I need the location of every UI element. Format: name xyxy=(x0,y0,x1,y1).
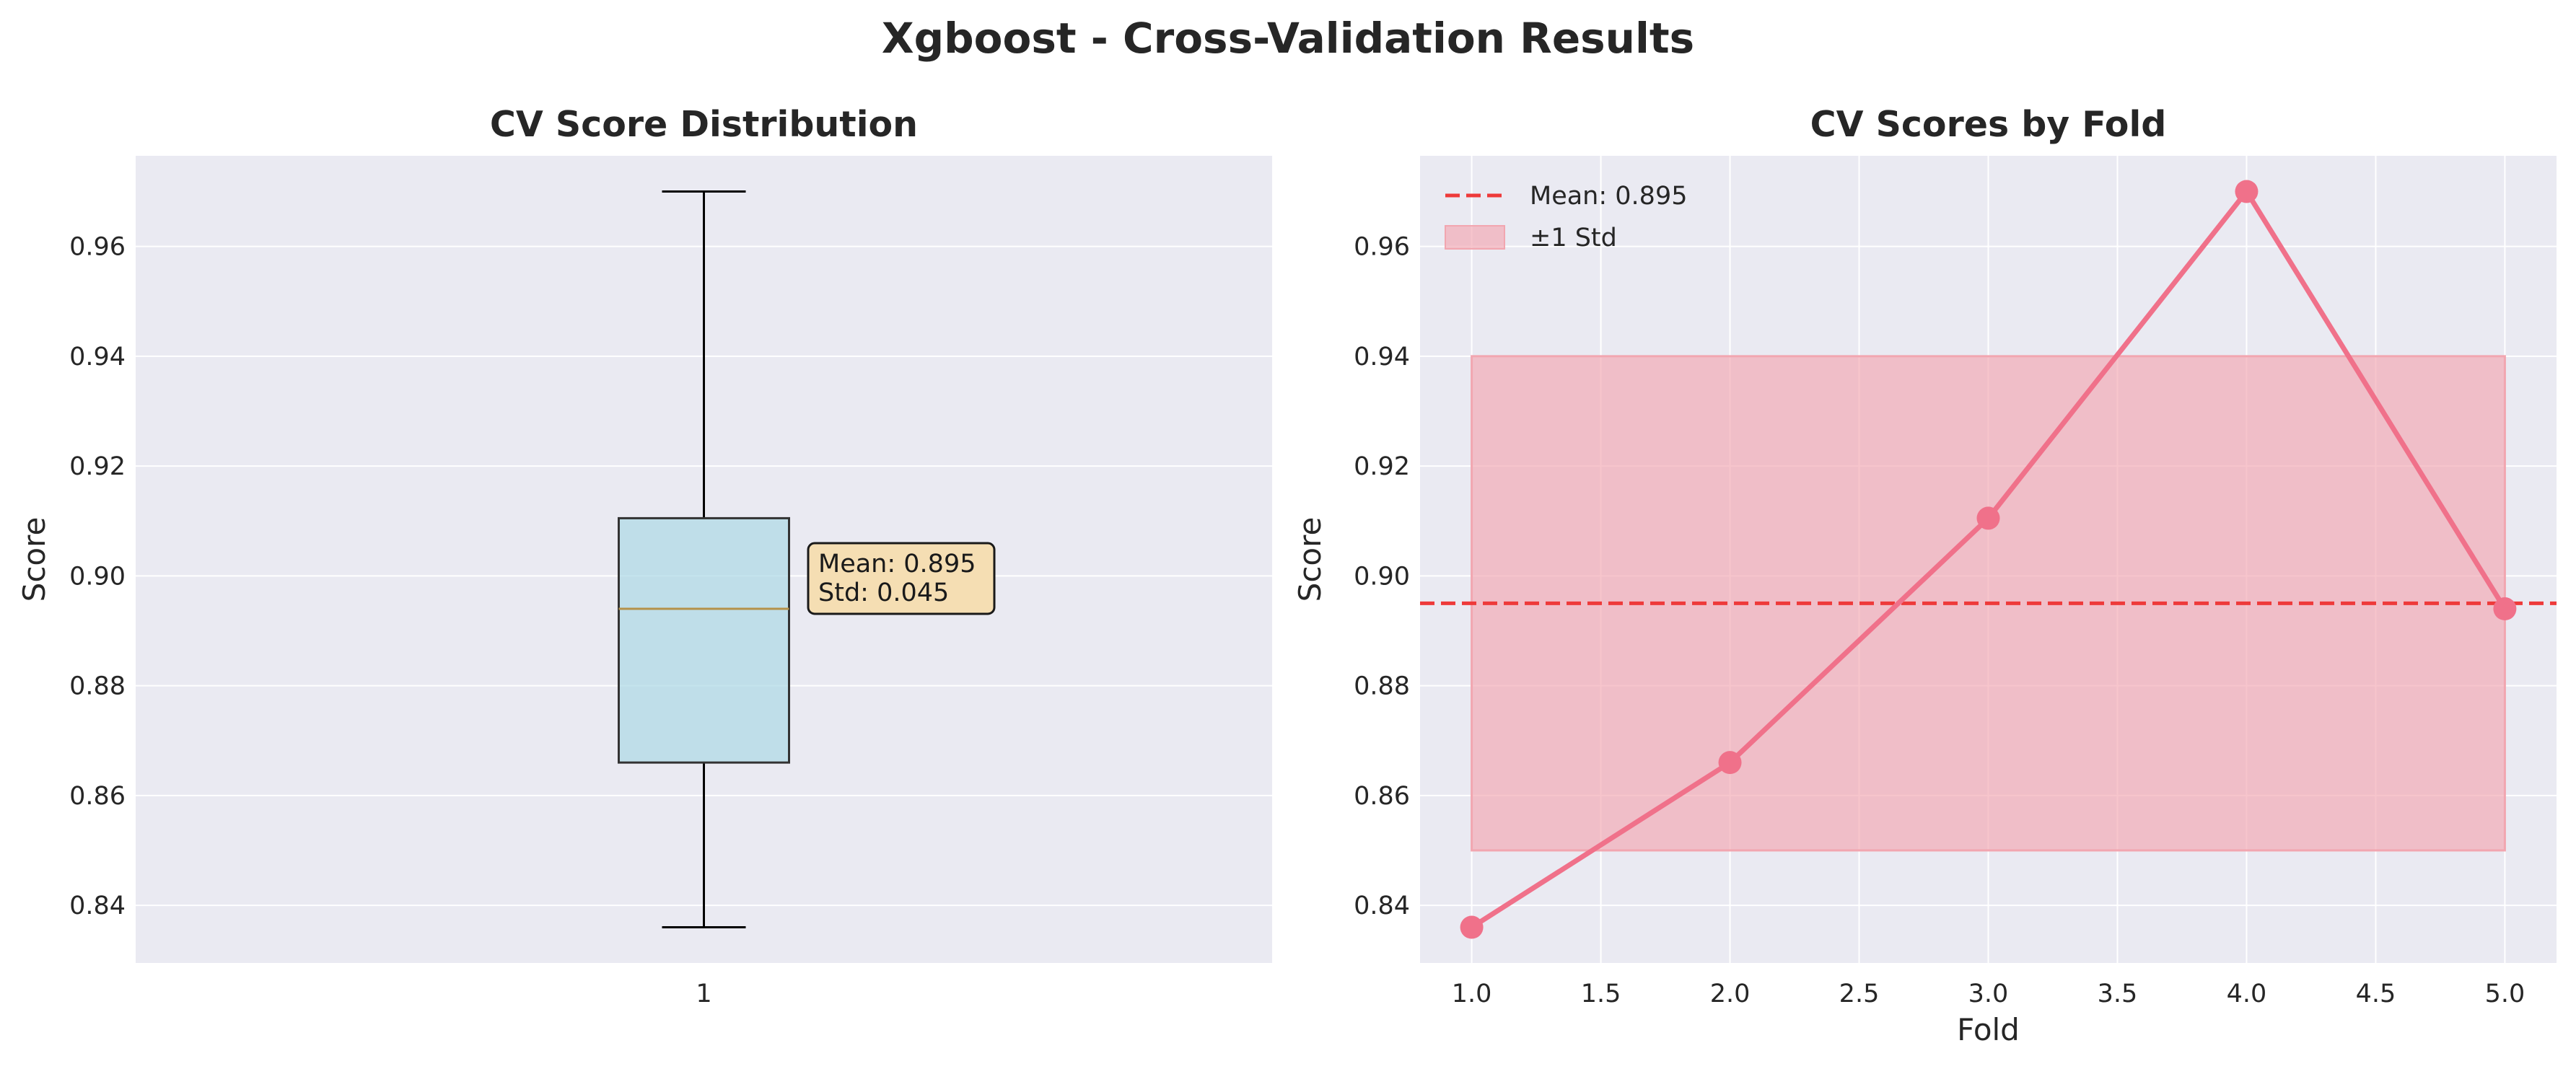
fold-scores-y-axis-label: Score xyxy=(1292,517,1328,602)
score-point xyxy=(1718,751,1742,775)
iqr-box xyxy=(618,516,790,764)
box-plot-panel: 0.84 0.86 0.88 0.90 0.92 0.94 0.96 1 Mean: 0.8… xyxy=(17,104,1272,1008)
fold-scores-marks xyxy=(1420,180,2557,939)
fold-scores-x-ticks: 1.0 1.5 2.0 2.5 3.0 3.5 4.0 4.5 5.0 xyxy=(1452,980,2525,1008)
stats-annotation-std: Std: 0.045 xyxy=(818,579,949,607)
stats-annotation-mean: Mean: 0.895 xyxy=(818,550,976,579)
figure-title: Xgboost - Cross-Validation Results xyxy=(882,14,1694,63)
y-tick-label: 0.96 xyxy=(69,233,126,262)
score-point xyxy=(2235,180,2259,203)
x-tick-label: 2.0 xyxy=(1710,980,1751,1008)
box-plot-x-ticks: 1 xyxy=(696,980,711,1008)
score-point xyxy=(1460,915,1484,939)
y-tick-label: 0.84 xyxy=(1354,892,1410,920)
x-tick-label: 4.0 xyxy=(2227,980,2267,1008)
y-tick-label: 0.94 xyxy=(69,343,126,371)
x-tick-label: 3.5 xyxy=(2098,980,2138,1008)
box-plot-title: CV Score Distribution xyxy=(490,104,918,145)
x-tick-label: 1.0 xyxy=(1452,980,1492,1008)
legend-std-label: ±1 Std xyxy=(1530,224,1617,252)
legend: Mean: 0.895 ±1 Std xyxy=(1445,182,1687,252)
y-tick-label: 0.86 xyxy=(69,782,126,811)
y-tick-label: 0.92 xyxy=(1354,452,1410,481)
y-tick-label: 0.86 xyxy=(1354,782,1410,811)
y-tick-label: 0.92 xyxy=(69,452,126,481)
y-tick-label: 0.94 xyxy=(1354,343,1410,371)
y-tick-label: 0.90 xyxy=(69,562,126,591)
stats-annotation-box xyxy=(807,542,996,615)
y-tick-label: 0.84 xyxy=(69,892,126,920)
box-plot-y-ticks: 0.84 0.86 0.88 0.90 0.92 0.94 0.96 xyxy=(69,233,126,920)
fold-scores-x-axis-label: Fold xyxy=(1957,1012,2020,1047)
box-plot-y-axis-label: Score xyxy=(17,517,52,602)
y-tick-label: 0.96 xyxy=(1354,233,1410,262)
score-point xyxy=(1976,506,2000,530)
stats-annotation: Mean: 0.895 Std: 0.045 xyxy=(807,542,996,615)
fold-scores-y-ticks: 0.84 0.86 0.88 0.90 0.92 0.94 0.96 xyxy=(1354,233,1410,920)
box-plot-marks xyxy=(618,190,790,929)
y-tick-label: 0.88 xyxy=(69,672,126,701)
legend-mean-label: Mean: 0.895 xyxy=(1530,182,1687,211)
score-point xyxy=(2493,597,2517,621)
y-tick-label: 0.88 xyxy=(1354,672,1410,701)
fold-scores-panel: 0.84 0.86 0.88 0.90 0.92 0.94 0.96 1.0 1.5 2.0 2.… xyxy=(1292,104,2557,1047)
x-tick-label: 3.0 xyxy=(1968,980,2009,1008)
fold-scores-title: CV Scores by Fold xyxy=(1810,104,2167,145)
x-tick-label: 4.5 xyxy=(2356,980,2396,1008)
x-tick-label: 5.0 xyxy=(2485,980,2525,1008)
x-tick-label: 1 xyxy=(696,980,711,1008)
y-tick-label: 0.90 xyxy=(1354,562,1410,591)
legend-std-swatch xyxy=(1445,225,1505,250)
x-tick-label: 1.5 xyxy=(1581,980,1621,1008)
x-tick-label: 2.5 xyxy=(1839,980,1880,1008)
